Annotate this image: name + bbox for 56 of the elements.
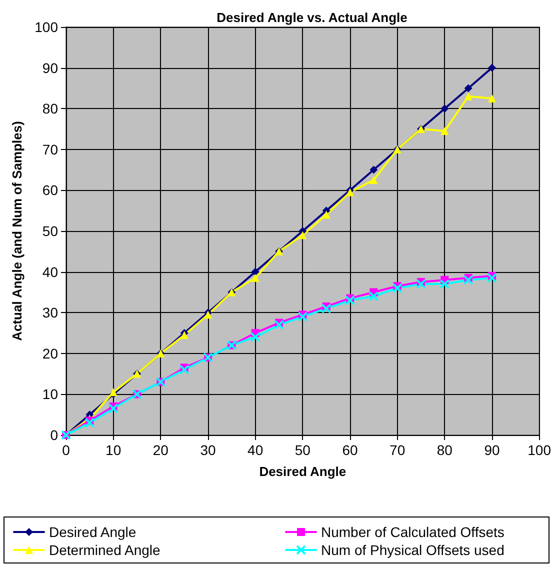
x-tick-label: 60 bbox=[342, 442, 358, 458]
point bbox=[464, 84, 472, 92]
y-tick-label: 80 bbox=[42, 100, 58, 117]
point bbox=[250, 332, 260, 342]
point bbox=[322, 210, 330, 219]
point bbox=[298, 231, 307, 240]
point bbox=[370, 176, 378, 184]
point bbox=[84, 418, 95, 428]
x-tick-label: 10 bbox=[106, 442, 122, 458]
point bbox=[321, 304, 332, 314]
legend-label: Determined Angle bbox=[49, 542, 161, 558]
chart-title: Desired Angle vs. Actual Angle bbox=[216, 10, 408, 25]
point bbox=[464, 92, 472, 100]
point bbox=[440, 104, 449, 113]
point bbox=[368, 291, 379, 302]
point bbox=[440, 279, 450, 290]
x-tick-label: 0 bbox=[62, 442, 70, 458]
x-tick-label: 40 bbox=[248, 442, 264, 458]
point bbox=[416, 279, 426, 290]
y-tick-label: 50 bbox=[42, 223, 58, 239]
x-axis-title: Desired Angle bbox=[259, 464, 346, 479]
y-tick-label: 100 bbox=[34, 19, 58, 35]
point bbox=[274, 320, 284, 330]
point bbox=[488, 94, 496, 102]
point bbox=[251, 274, 260, 282]
y-tick-label: 70 bbox=[42, 141, 58, 158]
y-axis-title: Actual Angle (and Num of Samples) bbox=[10, 121, 25, 341]
point bbox=[179, 364, 190, 375]
point bbox=[298, 312, 308, 322]
y-tick-label: 60 bbox=[42, 182, 58, 198]
x-tick-label: 90 bbox=[484, 442, 500, 458]
x-tick-label: 30 bbox=[200, 442, 216, 458]
x-tick-label: 20 bbox=[152, 442, 169, 458]
point bbox=[440, 127, 449, 136]
x-tick-label: 80 bbox=[436, 442, 453, 458]
y-tick-label: 20 bbox=[42, 345, 58, 362]
point bbox=[251, 268, 260, 276]
point bbox=[486, 272, 497, 283]
y-tick-label: 30 bbox=[42, 304, 58, 321]
legend-label: Num of Physical Offsets used bbox=[321, 542, 504, 558]
legend-label: Number of Calculated Offsets bbox=[321, 524, 504, 540]
y-tick-label: 10 bbox=[42, 386, 58, 402]
point bbox=[344, 295, 355, 306]
x-tick-label: 50 bbox=[294, 442, 311, 458]
point bbox=[370, 166, 378, 174]
x-tick-label: 100 bbox=[528, 442, 552, 458]
legend-label: Desired Angle bbox=[49, 524, 136, 540]
x-tick-label: 70 bbox=[390, 442, 406, 458]
y-tick-label: 0 bbox=[50, 427, 58, 443]
point bbox=[392, 283, 402, 294]
point bbox=[463, 274, 474, 285]
y-tick-label: 40 bbox=[42, 264, 58, 280]
point bbox=[180, 331, 188, 340]
point bbox=[108, 403, 118, 414]
y-tick-label: 90 bbox=[42, 60, 58, 76]
point bbox=[488, 64, 496, 72]
